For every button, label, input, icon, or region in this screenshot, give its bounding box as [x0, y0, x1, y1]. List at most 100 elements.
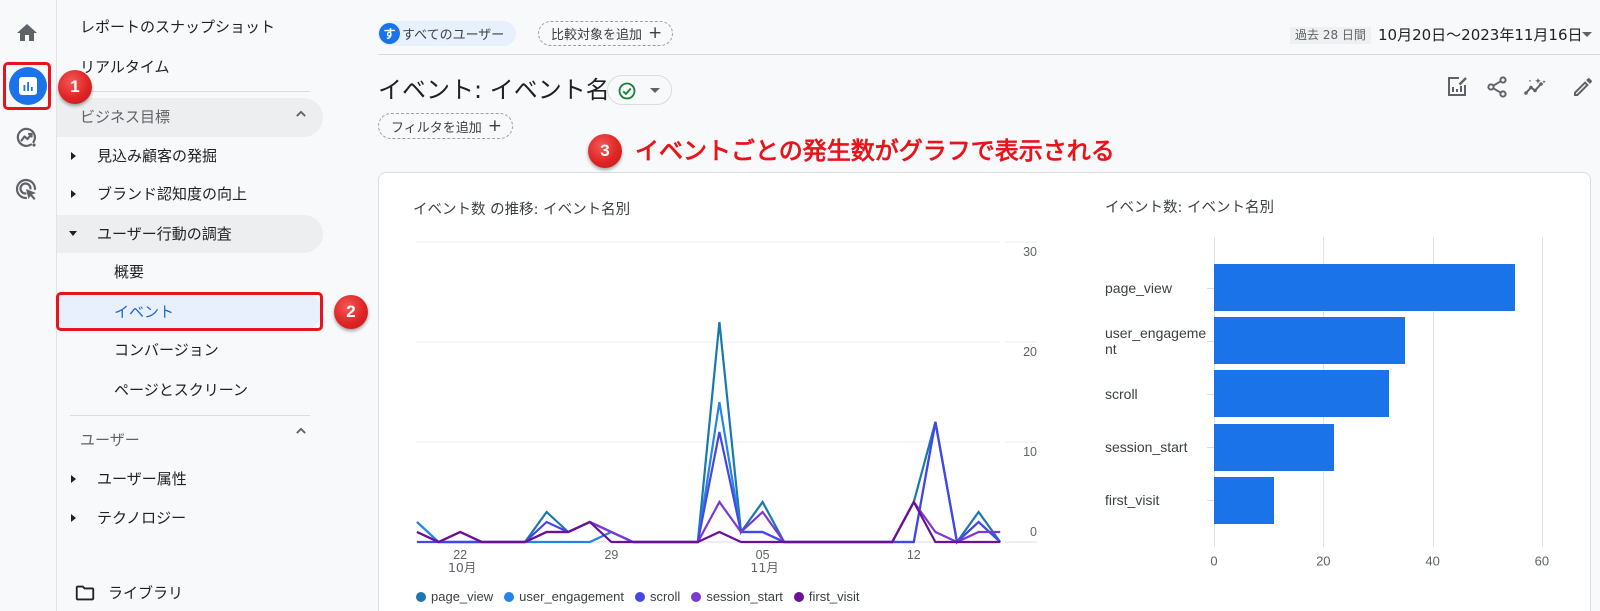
segment-chip-all-users[interactable]: す すべてのユーザー	[378, 21, 517, 46]
sidebar-item-demographics[interactable]: ユーザー属性	[97, 470, 187, 488]
section-business-objectives[interactable]	[57, 98, 323, 137]
chevron-up-icon[interactable]	[291, 421, 311, 441]
gridline	[1541, 237, 1543, 547]
line-chart-title: イベント数 の推移: イベント名別	[413, 202, 631, 218]
legend-item-page_view[interactable]: page_view	[416, 589, 493, 604]
plus-icon: +	[487, 115, 502, 136]
sidebar-item-technology[interactable]: テクノロジー	[97, 509, 187, 527]
sidebar-item-conversions[interactable]: コンバージョン	[114, 341, 219, 359]
gridline	[1432, 237, 1434, 547]
x-axis-label: 12	[907, 548, 921, 562]
topbar-divider	[378, 54, 1600, 55]
add-comparison-button[interactable]: 比較対象を追加 +	[538, 21, 674, 46]
annotation-box-reports	[3, 62, 51, 110]
bar-label-page_view: page_view	[1105, 279, 1172, 296]
add-filter-button[interactable]: フィルタを追加 +	[378, 113, 513, 139]
legend-dot-icon	[634, 591, 645, 602]
home-icon	[17, 24, 37, 41]
plus-icon: +	[648, 23, 663, 43]
x-axis-label: 20	[1316, 553, 1331, 569]
axis-tick	[1207, 393, 1214, 395]
check-circle-icon	[618, 82, 636, 100]
date-range-dropdown-icon[interactable]	[1582, 32, 1592, 37]
segment-avatar: す	[379, 23, 400, 44]
bar-scroll[interactable]	[1214, 370, 1389, 418]
sidebar-item-snapshot[interactable]: レポートのスナップショット	[80, 18, 276, 36]
home-button[interactable]	[15, 21, 39, 45]
sidebar-item-events-selected-bg[interactable]	[57, 293, 322, 330]
bar-label-user_engagement: user_engagement	[1105, 324, 1207, 357]
sidebar-item-realtime[interactable]: リアルタイム	[80, 58, 170, 76]
x-axis-month-label: 11月	[750, 560, 778, 575]
insights-icon[interactable]	[1523, 75, 1547, 99]
series-line-page_view[interactable]	[416, 321, 1002, 545]
date-preset-badge: 過去 28 日間	[1290, 27, 1371, 44]
section-business-label: ビジネス目標	[80, 108, 171, 126]
bar-label-session_start: session_start	[1105, 439, 1188, 456]
bar-label-first_visit: first_visit	[1105, 492, 1160, 509]
x-axis-month-label: 10月	[448, 560, 476, 575]
sidebar-item-events[interactable]: イベント	[114, 303, 175, 321]
expand-arrow-icon[interactable]	[71, 514, 76, 522]
sidebar-item-pages-screens[interactable]: ページとスクリーン	[114, 381, 248, 399]
axis-tick	[1207, 340, 1214, 342]
sidebar-divider	[70, 415, 310, 416]
legend-label: first_visit	[808, 589, 860, 604]
legend-dot-icon	[416, 591, 426, 602]
legend-label: session_start	[706, 589, 783, 604]
legend-item-first_visit[interactable]: first_visit	[793, 589, 860, 604]
bar-chart-icon	[19, 77, 37, 95]
sidebar-item-library[interactable]: ライブラリ	[108, 584, 184, 602]
y-axis-label: 20	[1023, 345, 1037, 359]
section-user-label[interactable]: ユーザー	[80, 431, 140, 449]
add-comparison-label: 比較対象を追加	[551, 28, 643, 43]
x-axis-label: 29	[604, 548, 618, 562]
bar-page_view[interactable]	[1214, 264, 1515, 311]
chevron-up-icon[interactable]	[291, 104, 311, 124]
legend-dot-icon	[691, 591, 702, 602]
expand-arrow-icon[interactable]	[71, 475, 76, 483]
customize-report-icon[interactable]	[1445, 75, 1469, 99]
share-icon[interactable]	[1485, 75, 1509, 99]
explore-button[interactable]	[15, 126, 39, 150]
sidebar-item-brand-awareness[interactable]: ブランド認知度の向上	[97, 185, 248, 203]
series-line-first_visit[interactable]	[416, 499, 1001, 544]
sidebar-item-lead-generation[interactable]: 見込み顧客の発掘	[97, 147, 218, 165]
bar-session_start[interactable]	[1214, 423, 1335, 471]
expand-arrow-icon[interactable]	[71, 152, 76, 160]
annotation-badge-3: 3	[588, 134, 622, 168]
y-axis-label: 0	[1030, 525, 1037, 539]
legend-item-user_engagement[interactable]: user_engagement	[504, 589, 624, 604]
axis-tick	[1207, 287, 1214, 289]
annotation-note-3: イベントごとの発生数がグラフで表示される	[635, 137, 1115, 165]
advertising-button[interactable]	[15, 178, 39, 202]
collapse-arrow-icon[interactable]	[69, 231, 77, 236]
explore-icon	[16, 127, 36, 147]
legend-label: scroll	[649, 589, 681, 604]
x-axis-label: 0	[1210, 553, 1218, 569]
bar-first_visit[interactable]	[1214, 476, 1275, 524]
x-axis-label: 05	[756, 548, 770, 562]
legend-item-session_start[interactable]: session_start	[691, 589, 783, 604]
page-title: イベント: イベント名	[378, 76, 610, 104]
line-chart-legend: page_view user_engagement scroll session_st…	[416, 589, 859, 604]
date-range-text[interactable]: 10月20日～2023年11月16日	[1378, 26, 1583, 44]
title-status-dropdown[interactable]	[607, 75, 672, 105]
x-axis-label: 40	[1425, 553, 1440, 569]
advertising-icon	[15, 178, 37, 200]
reports-button[interactable]	[9, 67, 47, 105]
expand-arrow-icon[interactable]	[71, 190, 76, 198]
section-user-behavior[interactable]	[57, 215, 323, 253]
bar-chart: 0 20 40 60 page_view user_engagement scroll ses…	[1100, 230, 1570, 575]
sidebar-item-user-behavior[interactable]: ユーザー行動の調査	[97, 225, 232, 243]
legend-dot-icon	[504, 591, 515, 602]
edit-icon[interactable]	[1571, 75, 1595, 99]
legend-item-scroll[interactable]: scroll	[634, 589, 681, 604]
annotation-box-events	[56, 292, 323, 331]
axis-tick	[1207, 500, 1214, 502]
y-axis-label: 30	[1023, 245, 1037, 259]
bar-user_engagement[interactable]	[1214, 317, 1406, 365]
sidebar-item-overview[interactable]: 概要	[114, 263, 145, 281]
legend-label: page_view	[431, 589, 494, 604]
x-axis-label: 22	[453, 548, 467, 562]
